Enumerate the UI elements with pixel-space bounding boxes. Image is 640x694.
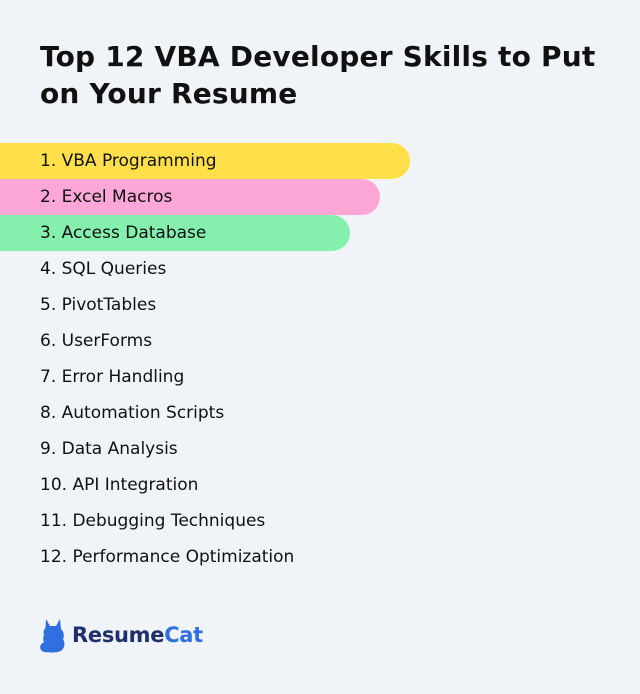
skill-item-access-database: 3. Access Database <box>0 215 350 251</box>
skills-list: 1. VBA Programming 2. Excel Macros 3. Ac… <box>0 143 640 575</box>
skill-item-pivottables: 5. PivotTables <box>40 295 157 315</box>
skill-item-userforms: 6. UserForms <box>40 331 153 351</box>
skill-item-data-analysis: 9. Data Analysis <box>40 439 178 459</box>
logo-text-accent: Cat <box>164 623 203 647</box>
skill-item-sql-queries: 4. SQL Queries <box>40 259 167 279</box>
skill-item-api-integration: 10. API Integration <box>40 475 199 495</box>
logo-wordmark: ResumeCat <box>72 623 203 647</box>
logo-text-primary: Resume <box>72 623 165 647</box>
skill-item-excel-macros: 2. Excel Macros <box>0 179 380 215</box>
skill-item-debugging-techniques: 11. Debugging Techniques <box>40 511 266 531</box>
skill-item-vba-programming: 1. VBA Programming <box>0 143 410 179</box>
skill-item-error-handling: 7. Error Handling <box>40 367 185 387</box>
page-title: Top 12 VBA Developer Skills to Put on Yo… <box>40 40 596 110</box>
cat-icon <box>40 617 66 653</box>
resumecat-logo: ResumeCat <box>40 617 203 653</box>
skill-item-performance-optimization: 12. Performance Optimization <box>40 547 295 567</box>
skill-item-automation-scripts: 8. Automation Scripts <box>40 403 225 423</box>
